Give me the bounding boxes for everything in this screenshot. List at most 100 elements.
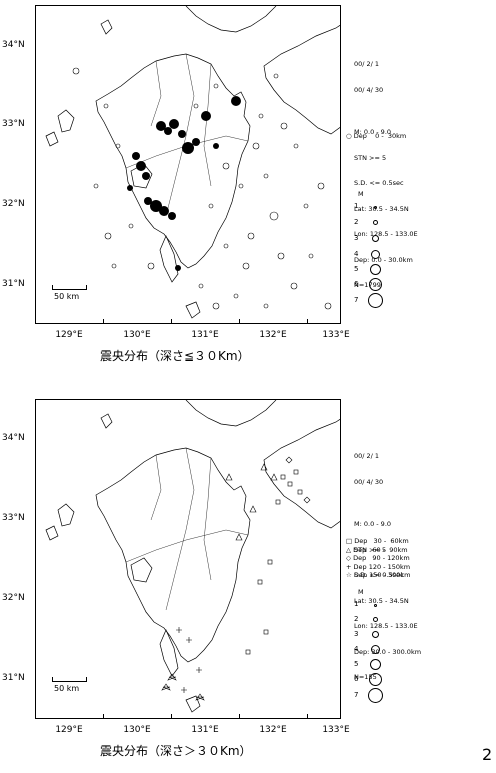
lon-tick (103, 714, 104, 719)
lon-label-133: 133°E (322, 725, 350, 735)
scale-label: 50 km (54, 292, 80, 301)
lon-tick (307, 319, 308, 324)
goto-islands (45, 109, 75, 147)
mag-circle-icon (374, 206, 377, 209)
coastline-svg (45, 400, 340, 713)
lon-label-132: 132°E (259, 330, 287, 340)
mag-circle-icon (369, 673, 382, 686)
epicenter-map-shallow (35, 5, 341, 324)
lat-label-33: 33°N (2, 119, 25, 129)
shikoku-coastline (263, 418, 340, 529)
info-line: N=1799 (354, 281, 381, 289)
map-panel-shallow: 34°N 33°N 32°N 31°N (0, 0, 496, 370)
depth-legend-item: ◇ Dep 90 - 120km (346, 554, 410, 562)
mag-legend-5: 5 (352, 659, 392, 672)
depth-legend-item: ○ Dep 0 - 30km (346, 132, 407, 140)
epicenter-scatter-open (72, 67, 332, 310)
mag-circle-icon (368, 293, 383, 308)
page-number: 2 (482, 745, 493, 764)
info-line: Dep: 0.0 - 30.0km (354, 255, 413, 264)
mag-circle-icon (373, 617, 378, 622)
mag-circle-icon (370, 264, 381, 275)
amakusa-islands (130, 557, 153, 583)
yakushima-island (185, 695, 201, 713)
depth-legend-item: □ Dep 30 - 60km (346, 537, 409, 545)
lon-label-131: 131°E (191, 725, 219, 735)
depth-legend-item: ☆ Dep 150 - 300km (346, 571, 411, 579)
info-line: Lon: 128.5 - 133.0E (354, 230, 418, 238)
depth-legend-text: Dep 0 - 30km (353, 132, 407, 140)
satsuma-peninsula (159, 235, 179, 283)
depth-legend-item: △ Dep 60 - 90km (346, 545, 408, 554)
mag-circle-icon (371, 250, 380, 259)
lat-label-32: 32°N (2, 199, 25, 209)
mag-circle-icon (372, 631, 379, 638)
mag-circle-icon (373, 220, 378, 225)
lat-label-32: 32°N (2, 593, 25, 603)
lat-label-31: 31°N (2, 673, 25, 683)
kyushu-coastline (95, 53, 251, 269)
info-line: S.D. <= 0.5sec (354, 179, 404, 187)
mag-circle-icon (370, 659, 381, 670)
mag-legend-2: 2 (352, 218, 392, 230)
info-line: Lon: 128.5 - 133.0E (354, 622, 418, 630)
lon-tick (35, 319, 36, 324)
mag-circle-icon (371, 645, 380, 654)
mag-legend-7: 7 (352, 688, 392, 703)
mag-legend-4: 4 (352, 645, 392, 657)
info-line: S.D. <= 0.5sec (354, 571, 404, 579)
info-line: STN >= 5 (354, 545, 387, 554)
deep-epicenters (161, 456, 311, 701)
lon-label-132: 132°E (259, 725, 287, 735)
iki-island (100, 413, 113, 429)
lat-label-34: 34°N (2, 40, 25, 50)
mag-legend-1: 1 (352, 202, 392, 214)
info-line: M: 0.0 - 9.0 (354, 520, 392, 528)
lon-tick (171, 319, 172, 324)
honshu-coastline (185, 400, 277, 427)
lon-tick (239, 319, 240, 324)
info-line: 00/ 2/ 1 (354, 60, 380, 68)
honshu-coastline (185, 6, 277, 33)
mag-circle-icon (368, 688, 383, 703)
mag-circle-icon (374, 604, 377, 607)
mag-legend-4: 4 (352, 250, 392, 262)
yakushima-island (185, 301, 201, 319)
lon-label-133: 133°E (322, 330, 350, 340)
mag-legend-5: 5 (352, 264, 392, 277)
mag-circle-icon (369, 278, 382, 291)
mag-legend-2: 2 (352, 615, 392, 627)
mag-legend-1: 1 (352, 600, 392, 612)
map-panel-deep: 34°N 33°N 32°N 31°N (0, 395, 496, 765)
map-caption-shallow: 震央分布（深さ≦３０Km） (100, 349, 250, 363)
info-line: 00/ 4/ 30 (354, 477, 384, 486)
mag-legend-3: 3 (352, 234, 392, 246)
lon-label-129: 129°E (55, 725, 83, 735)
lon-label-129: 129°E (55, 330, 83, 340)
lon-tick (307, 714, 308, 719)
mag-legend-6: 6 (352, 278, 392, 292)
lon-label-131: 131°E (191, 330, 219, 340)
mag-legend-7: 7 (352, 293, 392, 308)
scale-label: 50 km (54, 684, 80, 693)
info-line: 00/ 4/ 30 (354, 85, 384, 94)
lat-label-33: 33°N (2, 513, 25, 523)
info-line: N=155 (354, 673, 377, 681)
lon-tick (103, 319, 104, 324)
prefecture-borders (125, 53, 249, 217)
goto-islands (45, 503, 75, 541)
coastline-svg (45, 6, 340, 319)
map-caption-deep: 震央分布（深さ＞３０Km） (100, 744, 252, 758)
lat-label-34: 34°N (2, 433, 25, 443)
info-line: STN >= 5 (354, 153, 387, 162)
satsuma-peninsula (159, 629, 179, 677)
lon-label-130: 130°E (123, 725, 151, 735)
mag-legend-6: 6 (352, 673, 392, 687)
magnitude-legend-title: M (358, 190, 364, 198)
lon-tick (239, 714, 240, 719)
info-line: M: 0.0 - 9.0 (354, 128, 392, 136)
depth-legend-item: + Dep 120 - 150km (346, 562, 411, 571)
mag-circle-icon (372, 235, 379, 242)
iki-island (100, 19, 113, 35)
kyushu-coastline (95, 447, 251, 663)
